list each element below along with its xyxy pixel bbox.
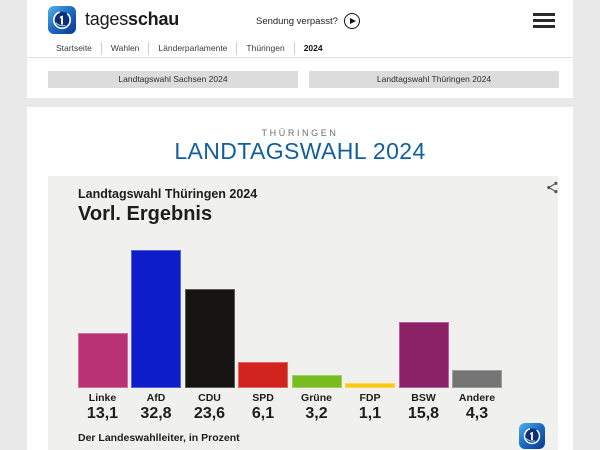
brand-wordmark-bold: schau — [128, 9, 180, 29]
bar-chart: Linke 13,1 AfD 32,8 CDU 23,6 SPD 6,1 Grüne 3,2 FDP… — [48, 176, 558, 450]
bar-label-afd: AfD — [146, 392, 166, 404]
header-divider — [27, 57, 573, 58]
bar-andere — [452, 369, 502, 388]
breadcrumb-thueringen[interactable]: Thüringen — [237, 42, 295, 55]
bar-value-bsw: 15,8 — [407, 405, 440, 422]
bar-afd — [131, 250, 181, 388]
bar-value-afd: 32,8 — [140, 405, 172, 422]
brand-wordmark[interactable]: tagesschau — [85, 9, 179, 30]
share-icon[interactable] — [545, 180, 560, 195]
bar-value-grüne: 3,2 — [305, 405, 328, 422]
sendung-verpasst-link[interactable]: Sendung verpasst? — [256, 13, 360, 29]
breadcrumb-laenderparlamente[interactable]: Länderparlamente — [149, 42, 238, 55]
bar-value-linke: 13,1 — [86, 405, 119, 422]
tab-landtagswahl-thueringen[interactable]: Landtagswahl Thüringen 2024 — [309, 71, 559, 88]
main-content: THÜRINGEN LANDTAGSWAHL 2024 Landtagswahl… — [27, 107, 573, 450]
breadcrumb-2024[interactable]: 2024 — [303, 43, 323, 53]
brand-wordmark-regular: tages — [85, 9, 129, 29]
site-header: tagesschau Sendung verpasst? Startseite … — [27, 0, 573, 98]
bar-label-fdp: FDP — [359, 392, 381, 404]
breadcrumb: Startseite Wahlen Länderparlamente Thüri… — [47, 42, 332, 55]
bar-value-cdu: 23,6 — [193, 405, 226, 422]
breadcrumb-wahlen[interactable]: Wahlen — [102, 42, 150, 55]
bar-cdu — [184, 288, 235, 388]
tagesschau-watermark-icon — [519, 423, 545, 449]
bar-linke — [77, 332, 128, 388]
sendung-verpasst-label: Sendung verpasst? — [256, 15, 338, 27]
bar-label-grüne: Grüne — [301, 392, 332, 404]
bar-value-andere: 4,3 — [465, 405, 489, 422]
bar-value-spd: 6,1 — [251, 405, 275, 422]
results-chart-card: Landtagswahl Thüringen 2024 Vorl. Ergebn… — [48, 176, 558, 450]
bar-fdp — [345, 383, 395, 388]
bar-spd — [238, 362, 288, 388]
menu-icon[interactable] — [533, 13, 555, 29]
bar-bsw — [398, 321, 449, 388]
chart-source: Der Landeswahlleiter, in Prozent — [78, 432, 240, 444]
bar-label-linke: Linke — [88, 392, 117, 404]
tab-landtagswahl-sachsen[interactable]: Landtagswahl Sachsen 2024 — [48, 71, 298, 88]
bar-grüne — [291, 374, 342, 388]
bar-label-cdu: CDU — [198, 392, 221, 404]
bar-label-spd: SPD — [252, 392, 274, 404]
chart-subtitle: Vorl. Ergebnis — [78, 203, 213, 225]
bar-value-fdp: 1,1 — [358, 405, 382, 422]
region-kicker: THÜRINGEN — [261, 128, 339, 138]
bar-label-bsw: BSW — [411, 392, 436, 404]
page-title: LANDTAGSWAHL 2024 — [174, 138, 426, 164]
breadcrumb-startseite[interactable]: Startseite — [47, 42, 102, 55]
play-icon[interactable] — [343, 13, 360, 29]
bar-label-andere: Andere — [458, 392, 496, 404]
tagesschau-logo-icon[interactable] — [48, 6, 76, 34]
chart-title: Landtagswahl Thüringen 2024 — [78, 187, 258, 201]
